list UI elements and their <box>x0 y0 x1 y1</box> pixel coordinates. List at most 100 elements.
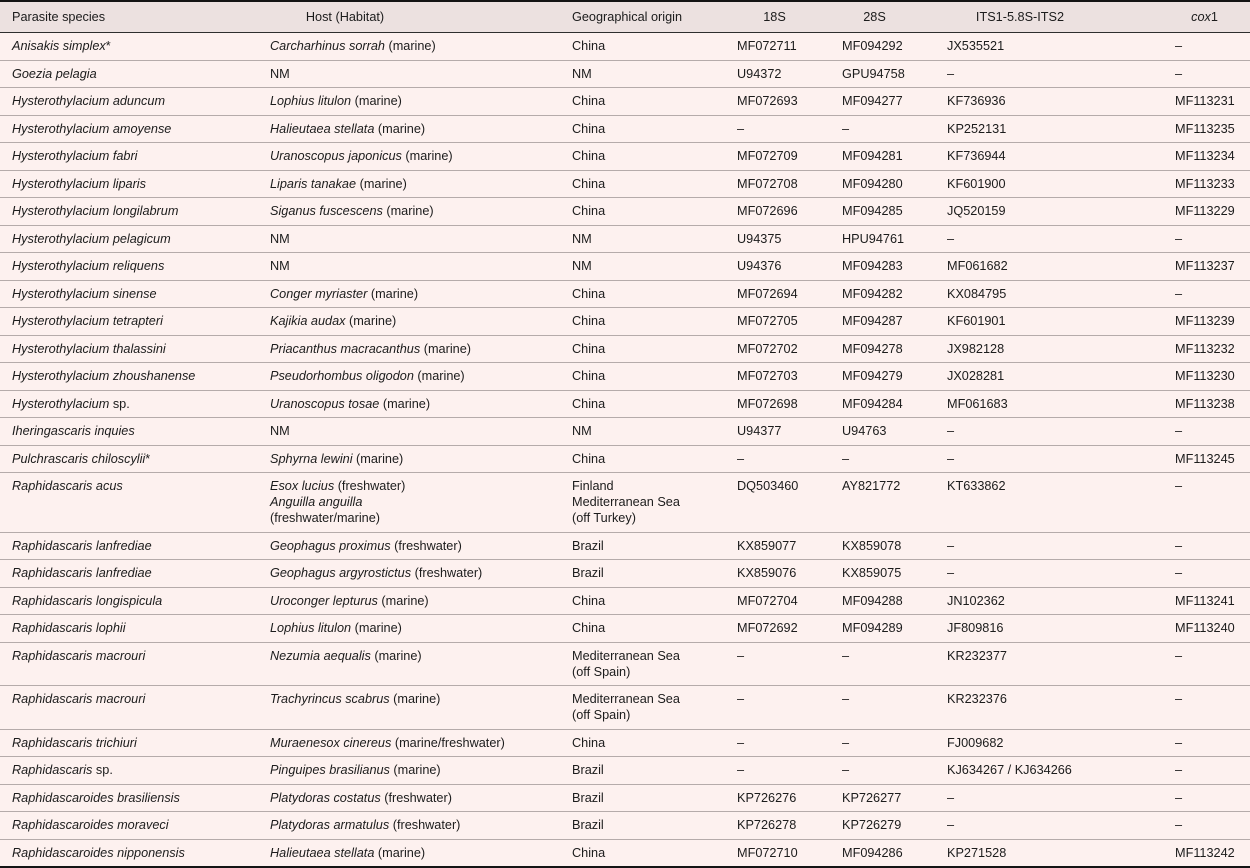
cell-line: China <box>572 314 606 328</box>
accession-its-cell: – <box>947 66 955 81</box>
host-habitat-cell: Priacanthus macracanthus (marine) <box>258 335 560 363</box>
species-name-italic: Hysterothylacium tetrapteri <box>12 314 163 328</box>
cell-line: Brazil <box>572 538 604 553</box>
species-name-italic: Hysterothylacium sinense <box>12 286 157 301</box>
header-cox1-roman-part: 1 <box>1210 10 1218 24</box>
host-habitat-cell: Siganus fuscescens (marine) <box>258 198 560 226</box>
accession-28s-cell: MF094282 <box>842 286 903 301</box>
host-habitat-cell: Halieutaea stellata (marine) <box>258 115 560 143</box>
species-name-italic: Raphidascaris acus <box>12 479 123 493</box>
cell-line: China <box>572 286 606 301</box>
parasite-species-cell: Hysterothylacium sp. <box>0 390 258 418</box>
accession-its-cell: KR232377 <box>947 648 1007 663</box>
table-row: Iheringascaris inquies NM NM U94377 U947… <box>0 417 1250 446</box>
species-name-italic: Raphidascaris macrouri <box>12 692 146 706</box>
parasite-species-cell: Raphidascaris macrouri <box>0 642 258 686</box>
parasite-species-cell: Raphidascaris acus <box>0 473 258 533</box>
host-habitat-cell: Carcharhinus sorrah (marine) <box>258 33 560 61</box>
cell-line: Pinguipes brasilianus (marine) <box>270 763 441 777</box>
species-name-italic: Raphidascaris longispicula <box>12 593 163 608</box>
accession-cox1-cell: – <box>1175 648 1183 663</box>
cell-line: Geophagus proximus (freshwater) <box>270 538 462 553</box>
species-name-italic: Raphidascaroides moraveci <box>12 818 169 832</box>
table-row: Hysterothylacium pelagicum NM NM U94375 … <box>0 225 1250 253</box>
parasite-species-cell: Raphidascaris lophii <box>0 615 258 643</box>
header-18s: 18S <box>763 10 786 24</box>
cell-line: Mediterranean Sea <box>572 692 680 706</box>
accession-its-cell: MF061682 <box>947 259 1008 273</box>
parasite-species-cell: Hysterothylacium amoyense <box>0 115 258 143</box>
geographical-origin-cell: China <box>560 33 725 61</box>
header-geographical-origin: Geographical origin <box>572 10 683 24</box>
accession-18s-cell: MF072692 <box>737 621 798 635</box>
accession-cox1-cell: MF113231 <box>1175 94 1235 108</box>
table-row: Hysterothylacium sinense Conger myriaste… <box>0 280 1250 308</box>
accession-cox1-cell: MF113242 <box>1175 845 1235 860</box>
accession-its-cell: KF601901 <box>947 314 1006 328</box>
accession-28s-cell: MF094283 <box>842 259 903 273</box>
table-row: Raphidascaris lanfrediae Geophagus proxi… <box>0 532 1250 560</box>
geographical-origin-cell: China <box>560 143 725 171</box>
host-habitat-cell: Geophagus proximus (freshwater) <box>258 532 560 560</box>
cell-line: Uranoscopus tosae (marine) <box>270 396 431 411</box>
table-row: Raphidascaris acus Esox lucius (freshwat… <box>0 472 1250 533</box>
geographical-origin-cell: China <box>560 615 725 643</box>
host-habitat-cell: Platydoras costatus (freshwater) <box>258 784 560 812</box>
species-name-italic: Raphidascaris <box>12 763 93 777</box>
cell-line: Pseudorhombus oligodon (marine) <box>270 369 465 383</box>
accession-28s-cell: MF094288 <box>842 593 903 608</box>
cell-line: Uranoscopus japonicus (marine) <box>270 149 453 163</box>
cell-line: Lophius litulon (marine) <box>270 94 402 108</box>
species-name-roman: * <box>105 39 111 53</box>
parasite-species-cell: Raphidascaris lanfrediae <box>0 532 258 560</box>
accession-28s-cell: – <box>842 763 850 777</box>
parasite-species-cell: Raphidascaroides brasiliensis <box>0 784 258 812</box>
cell-line: Liparis tanakae (marine) <box>270 176 407 191</box>
accession-18s-cell: U94372 <box>737 66 782 81</box>
cell-line: China <box>572 451 606 466</box>
accession-cox1-cell: MF113233 <box>1175 176 1235 191</box>
cell-line: (freshwater/marine) <box>270 511 380 525</box>
cell-line: Carcharhinus sorrah (marine) <box>270 39 436 53</box>
species-name-italic: Raphidascaris lophii <box>12 621 126 635</box>
host-habitat-cell: NM <box>258 60 560 88</box>
accession-its-cell: KP252131 <box>947 121 1007 136</box>
accession-its-cell: KF736944 <box>947 149 1006 163</box>
accession-18s-cell: KX859077 <box>737 538 797 553</box>
accession-28s-cell: AY821772 <box>842 479 901 493</box>
header-28s: 28S <box>863 10 886 24</box>
accession-18s-cell: MF072698 <box>737 396 798 411</box>
table-row: Hysterothylacium reliquens NM NM U94376 … <box>0 252 1250 281</box>
host-habitat-cell: Muraenesox cinereus (marine/freshwater) <box>258 729 560 757</box>
species-name-italic: Hysterothylacium longilabrum <box>12 204 179 218</box>
accession-cox1-cell: MF113239 <box>1175 314 1235 328</box>
parasite-species-cell: Hysterothylacium sinense <box>0 280 258 308</box>
host-habitat-cell: Geophagus argyrostictus (freshwater) <box>258 560 560 588</box>
cell-line: China <box>572 121 606 136</box>
accession-18s-cell: – <box>737 692 745 706</box>
cell-line: Platydoras armatulus (freshwater) <box>270 818 461 832</box>
cell-line: NM <box>572 424 592 438</box>
host-habitat-cell: NM <box>258 418 560 446</box>
parasite-species-cell: Hysterothylacium tetrapteri <box>0 308 258 336</box>
geographical-origin-cell: China <box>560 198 725 226</box>
accession-cox1-cell: – <box>1175 231 1183 246</box>
parasite-species-cell: Hysterothylacium aduncum <box>0 88 258 116</box>
host-habitat-cell: Lophius litulon (marine) <box>258 615 560 643</box>
parasite-species-cell: Anisakis simplex* <box>0 33 258 61</box>
geographical-origin-cell: NM <box>560 418 725 446</box>
host-habitat-cell: Pseudorhombus oligodon (marine) <box>258 363 560 391</box>
accession-18s-cell: U94377 <box>737 424 782 438</box>
host-habitat-cell: Nezumia aequalis (marine) <box>258 642 560 686</box>
parasite-species-cell: Raphidascaris lanfrediae <box>0 560 258 588</box>
accession-its-cell: JX028281 <box>947 369 1005 383</box>
geographical-origin-cell: China <box>560 88 725 116</box>
cell-line: Mediterranean Sea <box>572 495 680 509</box>
accession-28s-cell: KP726277 <box>842 790 902 805</box>
cell-line: Conger myriaster (marine) <box>270 286 419 301</box>
cell-line: Sphyrna lewini (marine) <box>270 451 404 466</box>
accession-18s-cell: MF072711 <box>737 39 797 53</box>
accession-cox1-cell: – <box>1175 763 1183 777</box>
species-name-italic: Iheringascaris inquies <box>12 424 135 438</box>
accession-cox1-cell: MF113245 <box>1175 451 1235 466</box>
